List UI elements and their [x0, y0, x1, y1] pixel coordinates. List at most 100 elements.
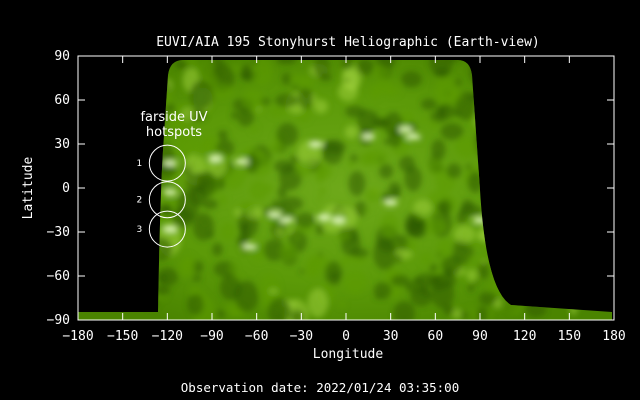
- texture-blob: [416, 211, 423, 221]
- texture-blob: [343, 269, 367, 295]
- x-axis: −180 −150 −120 −90 −60 −30 0 30 60 90 120 150 180: [62, 56, 626, 344]
- y-tick-label: 30: [54, 137, 70, 152]
- texture-blob: [477, 241, 484, 248]
- texture-blob: [237, 108, 254, 127]
- texture-blob: [276, 227, 284, 237]
- chart-title: EUVI/AIA 195 Stonyhurst Heliographic (Ea…: [156, 35, 540, 50]
- texture-blob: [245, 153, 260, 174]
- texture-blob: [294, 160, 313, 177]
- x-tick-label: 60: [428, 329, 444, 344]
- texture-blob: [192, 275, 202, 282]
- texture-blob: [228, 263, 237, 274]
- texture-blob: [401, 71, 422, 88]
- bright-spot: [331, 217, 346, 224]
- texture-blob: [276, 60, 297, 65]
- texture-blob: [446, 163, 462, 179]
- texture-blob: [165, 129, 172, 134]
- texture-blob: [431, 139, 446, 161]
- texture-blob: [290, 309, 305, 320]
- texture-blob: [217, 130, 228, 141]
- x-tick-label: 120: [513, 329, 536, 344]
- texture-blob: [376, 117, 385, 129]
- texture-blob: [337, 82, 359, 102]
- texture-blob: [348, 159, 356, 168]
- texture-blob: [413, 199, 433, 216]
- texture-blob: [456, 210, 468, 225]
- texture-blob: [379, 163, 394, 179]
- texture-blob: [268, 288, 279, 294]
- texture-blob: [616, 140, 623, 147]
- texture-blob: [240, 64, 253, 81]
- bright-spot: [163, 226, 178, 233]
- texture-blob: [203, 60, 215, 75]
- texture-blob: [313, 99, 328, 114]
- texture-blob: [156, 267, 179, 286]
- texture-blob: [429, 60, 453, 77]
- bright-spot: [309, 141, 324, 147]
- texture-blob: [476, 230, 485, 242]
- bright-spot: [234, 158, 249, 165]
- texture-blob: [299, 269, 305, 274]
- texture-blob: [474, 280, 480, 285]
- texture-blob: [372, 96, 377, 100]
- y-tick-label: −60: [47, 269, 70, 284]
- texture-blob: [404, 237, 418, 253]
- bright-spot: [316, 214, 331, 221]
- texture-blob: [241, 146, 263, 160]
- texture-blob: [313, 60, 330, 78]
- texture-blob: [467, 306, 473, 312]
- texture-blob: [406, 215, 426, 237]
- x-axis-label: Longitude: [313, 347, 384, 362]
- texture-blob: [391, 290, 398, 299]
- texture-blob: [461, 199, 474, 213]
- y-tick-label: 90: [54, 49, 70, 64]
- observation-date: Observation date: 2022/01/24 03:35:00: [180, 380, 460, 395]
- bright-spot: [398, 126, 413, 133]
- texture-blob: [250, 125, 258, 134]
- texture-blob: [293, 235, 301, 241]
- texture-blob: [281, 72, 292, 85]
- hotspot-markers: 1 2 3: [136, 144, 186, 248]
- texture-blob: [181, 103, 187, 108]
- y-axis-label: Latitude: [21, 157, 36, 220]
- texture-blob: [258, 274, 280, 304]
- texture-blob: [307, 288, 328, 318]
- texture-blob: [372, 112, 379, 116]
- bright-spot: [163, 189, 178, 196]
- bright-spot: [267, 211, 282, 218]
- texture-blob: [234, 280, 259, 313]
- texture-blob: [160, 295, 167, 300]
- texture-blob: [281, 196, 304, 211]
- texture-blob: [386, 86, 401, 97]
- texture-blob: [467, 283, 475, 293]
- texture-blob: [238, 201, 257, 214]
- y-tick-label: 0: [62, 181, 70, 196]
- texture-blob: [300, 77, 314, 90]
- texture-blob: [363, 149, 388, 166]
- x-tick-label: 150: [558, 329, 581, 344]
- texture-blob: [188, 286, 199, 296]
- texture-blob: [365, 188, 380, 203]
- texture-blob: [390, 274, 410, 287]
- texture-blob: [249, 180, 269, 201]
- texture-blob: [337, 231, 352, 242]
- hotspot-circle: [148, 181, 186, 219]
- texture-blob: [354, 201, 367, 217]
- bright-spot: [242, 243, 257, 250]
- texture-blob: [220, 222, 236, 241]
- texture-blob: [161, 203, 173, 217]
- bright-spot: [383, 199, 398, 206]
- texture-blob: [295, 212, 315, 229]
- texture-blob: [466, 268, 478, 282]
- texture-blob: [236, 234, 247, 247]
- texture-blob: [202, 199, 219, 210]
- texture-blob: [420, 252, 432, 265]
- texture-blob: [212, 243, 223, 257]
- texture-blob: [181, 254, 196, 273]
- x-tick-label: 0: [342, 329, 350, 344]
- texture-blob: [333, 206, 358, 230]
- texture-blob: [420, 98, 438, 110]
- texture-blob: [187, 293, 204, 316]
- texture-blob: [251, 60, 257, 66]
